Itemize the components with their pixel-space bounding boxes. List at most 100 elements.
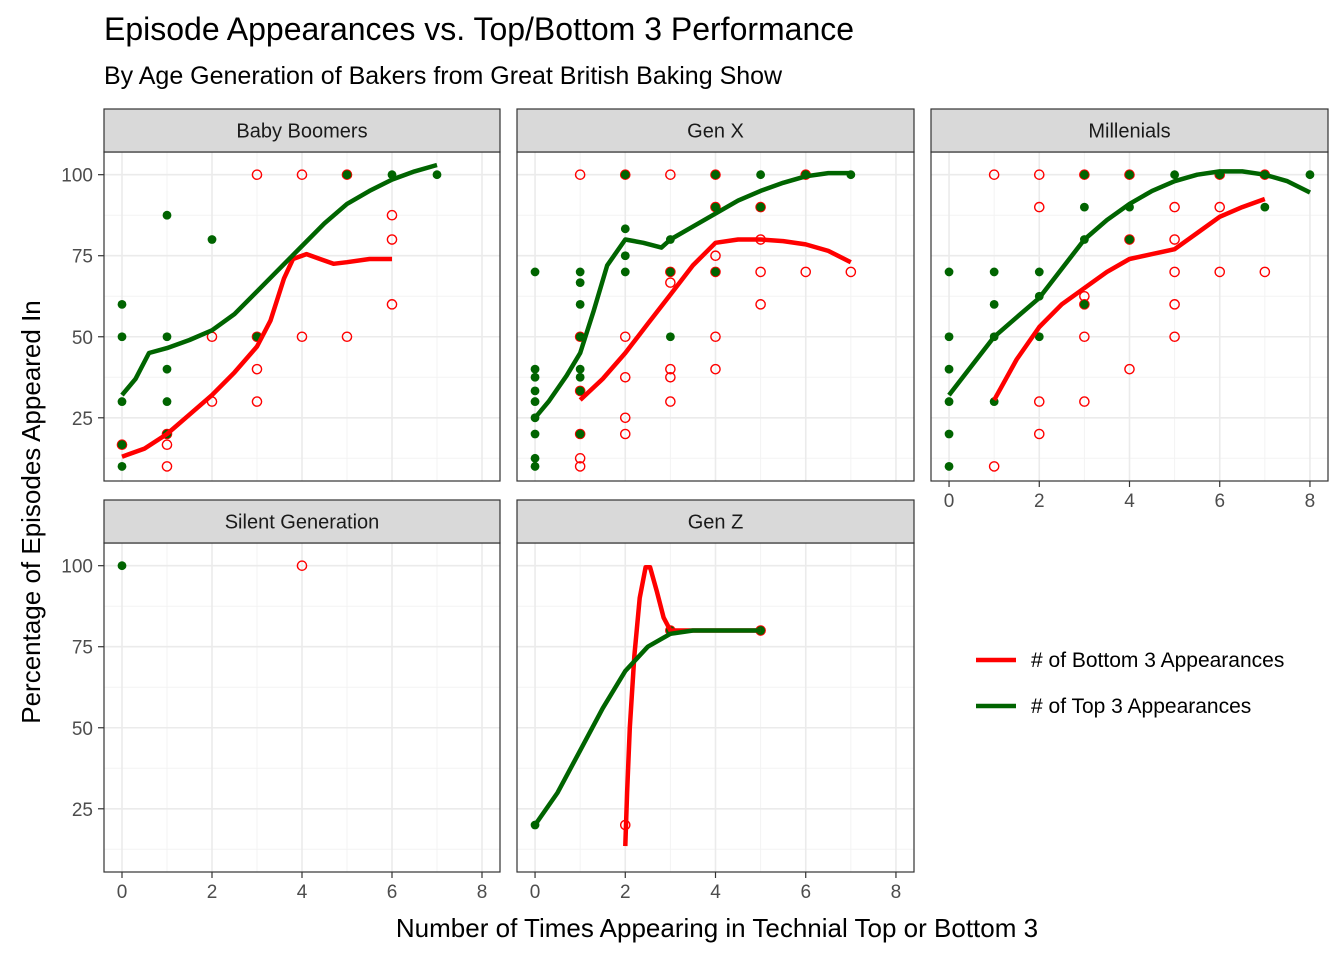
y-tick-label: 25	[72, 409, 93, 430]
x-tick-label: 8	[891, 882, 902, 903]
top3-point	[1034, 267, 1044, 277]
strip-baby-boomers	[103, 108, 501, 153]
top3-point	[207, 235, 217, 244]
top3-point	[575, 386, 585, 396]
panel-baby-boomers: Baby Boomers 25 50 75 100	[61, 108, 501, 482]
top3-point	[1079, 170, 1089, 180]
top3-point	[665, 332, 675, 342]
y-tick-label: 50	[72, 719, 93, 740]
x-tick-label: 0	[530, 882, 541, 903]
top3-point	[1170, 170, 1180, 180]
strip-gen-x	[516, 108, 915, 153]
chart-title: Episode Appearances vs. Top/Bottom 3 Per…	[104, 11, 854, 47]
top3-point	[575, 278, 585, 288]
y-tick-label: 25	[72, 800, 93, 821]
top3-point	[756, 202, 766, 212]
bottom3-point	[386, 299, 398, 310]
bottom3-point	[296, 560, 308, 571]
top3-point	[117, 332, 127, 342]
bottom3-point	[1033, 201, 1045, 213]
top3-point	[944, 462, 954, 471]
y-axis-title: Percentage of Episodes Appeared In	[16, 300, 46, 724]
top3-smooth-line	[947, 169, 1312, 397]
bottom3-point	[665, 266, 676, 278]
top3-point	[117, 440, 127, 450]
bottom3-point	[1169, 201, 1180, 213]
bottom3-point	[1033, 396, 1045, 407]
strip-label-gen-x: Gen X	[687, 121, 744, 143]
top3-point	[530, 267, 540, 277]
top3-point	[1034, 332, 1044, 342]
bottom3-point	[386, 234, 398, 245]
top3-point	[530, 386, 540, 396]
x-axis-title: Number of Times Appearing in Technial To…	[396, 913, 1038, 943]
y-tick-label: 50	[72, 328, 93, 349]
bottom3-point	[161, 428, 173, 440]
bottom3-point	[710, 331, 721, 343]
y-tick-label: 75	[72, 247, 93, 268]
top3-point	[575, 364, 585, 374]
strip-label-silent-generation: Silent Generation	[225, 512, 380, 534]
x-tick-label: 4	[710, 882, 721, 903]
x-tick-label: 2	[207, 882, 218, 903]
top3-point	[162, 332, 172, 342]
top3-point	[342, 170, 352, 180]
top3-point	[575, 299, 585, 309]
bottom3-point	[665, 169, 676, 180]
top3-point	[162, 364, 172, 374]
top3-point	[1079, 202, 1089, 212]
x-tick-label: 8	[477, 882, 488, 903]
top3-point	[530, 397, 540, 406]
y-tick-label: 75	[72, 638, 93, 659]
bottom3-point	[574, 461, 586, 472]
bottom3-point	[1079, 331, 1090, 343]
bottom3-point	[1169, 234, 1180, 245]
bottom3-point	[1214, 201, 1226, 213]
top3-point	[117, 462, 127, 471]
x-tick-label: 2	[620, 882, 631, 903]
bottom3-point	[574, 428, 586, 440]
bottom3-point	[800, 266, 812, 278]
top3-point	[756, 170, 766, 180]
x-tick-label: 0	[117, 882, 128, 903]
facet-panels: Baby Boomers 25 50 75 100 Gen X Millenials 0 2 4 6…	[61, 108, 1329, 903]
bottom3-point	[574, 453, 586, 464]
top3-point	[162, 210, 172, 220]
bottom3-point	[710, 266, 721, 278]
panel-gen-x: Gen X	[516, 108, 915, 482]
bottom3-point	[988, 461, 1000, 472]
x-tick-label: 8	[1305, 491, 1316, 512]
top3-point	[711, 202, 720, 212]
bottom3-point	[161, 461, 173, 472]
top3-point	[944, 332, 954, 342]
top3-point	[620, 251, 630, 261]
panel-silent-generation: Silent Generation 0 2 4 6 8 25 50 75 100	[61, 499, 501, 903]
strip-silent-generation	[103, 499, 501, 544]
bottom3-smooth-line	[992, 196, 1266, 402]
bottom3-point	[1214, 266, 1226, 278]
bottom3-point	[845, 266, 857, 278]
strip-label-gen-z: Gen Z	[688, 512, 744, 534]
legend-label-top: # of Top 3 Appearances	[1031, 695, 1251, 718]
top3-point	[530, 453, 540, 463]
bottom3-point	[755, 299, 766, 310]
panel-gen-z: Gen Z 0 2 4 6 8	[516, 499, 915, 903]
top3-point	[432, 170, 442, 180]
top3-point	[944, 429, 954, 439]
bottom3-point	[1124, 169, 1135, 180]
top3-point	[1125, 170, 1134, 180]
top3-point	[620, 267, 630, 277]
top3-point	[117, 561, 127, 571]
bottom3-point	[619, 371, 631, 383]
bottom3-point	[619, 428, 631, 440]
bottom3-point	[619, 412, 631, 424]
top3-point	[117, 397, 127, 406]
bottom3-point	[665, 363, 676, 375]
legend: # of Bottom 3 Appearances # of Top 3 App…	[976, 649, 1284, 718]
strip-label-baby-boomers: Baby Boomers	[236, 121, 367, 143]
bottom3-point	[1124, 363, 1135, 375]
bottom3-point	[1033, 169, 1045, 180]
top3-point	[711, 267, 720, 277]
top3-point	[1305, 170, 1315, 180]
top3-point	[1079, 299, 1089, 309]
